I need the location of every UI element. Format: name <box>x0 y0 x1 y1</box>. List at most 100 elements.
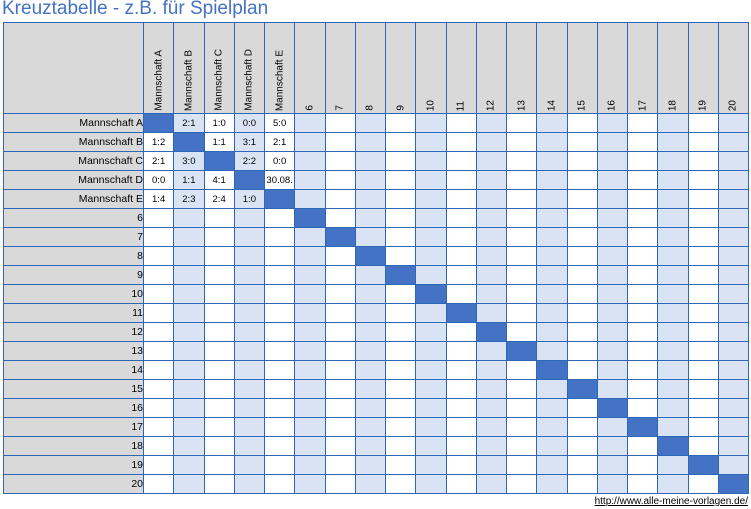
result-cell[interactable] <box>687 322 719 342</box>
result-cell[interactable] <box>294 436 326 456</box>
result-cell[interactable] <box>475 436 508 456</box>
result-cell[interactable] <box>596 436 629 456</box>
result-cell[interactable] <box>566 417 598 437</box>
diagonal-cell[interactable] <box>233 170 266 190</box>
result-cell[interactable] <box>657 341 689 361</box>
result-cell[interactable] <box>717 341 750 361</box>
result-cell[interactable] <box>475 265 508 285</box>
result-cell[interactable] <box>445 379 477 399</box>
result-cell[interactable]: 30.08. <box>263 170 296 190</box>
result-cell[interactable] <box>687 417 719 437</box>
result-cell[interactable] <box>263 417 296 437</box>
result-cell[interactable] <box>203 208 235 228</box>
result-cell[interactable] <box>294 189 326 209</box>
result-cell[interactable] <box>475 474 508 494</box>
diagonal-cell[interactable] <box>657 436 689 456</box>
result-cell[interactable] <box>233 303 266 323</box>
result-cell[interactable] <box>263 303 296 323</box>
result-cell[interactable] <box>263 227 296 247</box>
result-cell[interactable] <box>384 379 417 399</box>
result-cell[interactable] <box>657 113 689 133</box>
result-cell[interactable] <box>566 455 598 475</box>
result-cell[interactable] <box>566 170 598 190</box>
result-cell[interactable] <box>626 189 659 209</box>
result-cell[interactable] <box>324 208 356 228</box>
result-cell[interactable]: 2:1 <box>263 132 296 152</box>
result-cell[interactable] <box>415 265 447 285</box>
result-cell[interactable] <box>233 208 266 228</box>
result-cell[interactable] <box>142 379 175 399</box>
result-cell[interactable] <box>294 151 326 171</box>
result-cell[interactable] <box>384 303 417 323</box>
result-cell[interactable] <box>596 379 629 399</box>
result-cell[interactable] <box>505 132 538 152</box>
result-cell[interactable] <box>415 360 447 380</box>
result-cell[interactable] <box>657 284 689 304</box>
result-cell[interactable] <box>233 265 266 285</box>
result-cell[interactable] <box>596 322 629 342</box>
result-cell[interactable] <box>354 113 387 133</box>
result-cell[interactable] <box>384 151 417 171</box>
result-cell[interactable] <box>203 360 235 380</box>
result-cell[interactable] <box>626 360 659 380</box>
result-cell[interactable] <box>505 360 538 380</box>
result-cell[interactable] <box>203 303 235 323</box>
result-cell[interactable] <box>657 265 689 285</box>
result-cell[interactable] <box>536 265 568 285</box>
result-cell[interactable] <box>566 227 598 247</box>
result-cell[interactable] <box>354 151 387 171</box>
result-cell[interactable] <box>687 379 719 399</box>
result-cell[interactable] <box>142 398 175 418</box>
result-cell[interactable] <box>324 398 356 418</box>
result-cell[interactable] <box>384 208 417 228</box>
result-cell[interactable] <box>657 417 689 437</box>
result-cell[interactable] <box>203 265 235 285</box>
result-cell[interactable] <box>687 360 719 380</box>
diagonal-cell[interactable] <box>626 417 659 437</box>
result-cell[interactable] <box>294 170 326 190</box>
result-cell[interactable] <box>536 436 568 456</box>
result-cell[interactable] <box>536 417 568 437</box>
result-cell[interactable] <box>173 246 205 266</box>
result-cell[interactable] <box>203 474 235 494</box>
result-cell[interactable] <box>717 151 750 171</box>
result-cell[interactable] <box>687 227 719 247</box>
result-cell[interactable] <box>142 474 175 494</box>
result-cell[interactable] <box>505 265 538 285</box>
result-cell[interactable] <box>475 417 508 437</box>
result-cell[interactable] <box>717 436 750 456</box>
result-cell[interactable] <box>354 265 387 285</box>
result-cell[interactable] <box>445 284 477 304</box>
diagonal-cell[interactable] <box>263 189 296 209</box>
result-cell[interactable] <box>142 227 175 247</box>
result-cell[interactable] <box>536 151 568 171</box>
result-cell[interactable] <box>324 189 356 209</box>
result-cell[interactable] <box>354 227 387 247</box>
result-cell[interactable] <box>384 246 417 266</box>
result-cell[interactable] <box>233 398 266 418</box>
result-cell[interactable] <box>717 417 750 437</box>
result-cell[interactable] <box>505 208 538 228</box>
result-cell[interactable] <box>536 379 568 399</box>
result-cell[interactable] <box>505 246 538 266</box>
result-cell[interactable] <box>324 303 356 323</box>
result-cell[interactable] <box>415 398 447 418</box>
result-cell[interactable] <box>415 170 447 190</box>
result-cell[interactable] <box>233 284 266 304</box>
result-cell[interactable]: 1:1 <box>203 132 235 152</box>
result-cell[interactable] <box>505 379 538 399</box>
result-cell[interactable] <box>354 189 387 209</box>
result-cell[interactable] <box>354 132 387 152</box>
result-cell[interactable] <box>415 189 447 209</box>
result-cell[interactable] <box>596 151 629 171</box>
result-cell[interactable] <box>173 417 205 437</box>
result-cell[interactable] <box>596 417 629 437</box>
result-cell[interactable] <box>354 208 387 228</box>
result-cell[interactable] <box>717 322 750 342</box>
result-cell[interactable] <box>596 132 629 152</box>
result-cell[interactable] <box>354 284 387 304</box>
result-cell[interactable] <box>687 303 719 323</box>
result-cell[interactable]: 4:1 <box>203 170 235 190</box>
result-cell[interactable] <box>475 284 508 304</box>
result-cell[interactable] <box>384 455 417 475</box>
